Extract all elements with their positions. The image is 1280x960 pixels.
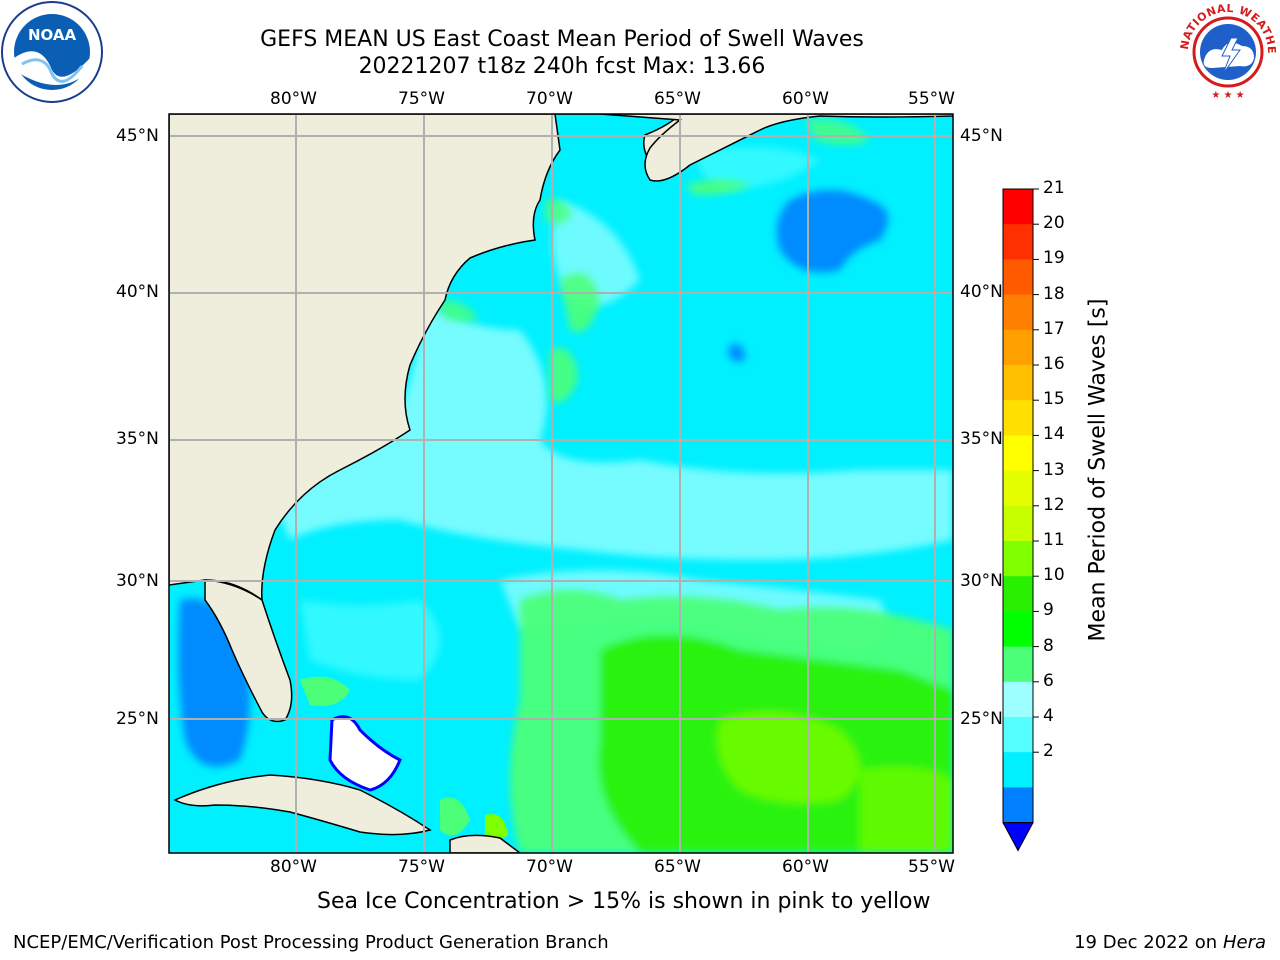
map-frame: [168, 113, 954, 854]
chart-title: GEFS MEAN US East Coast Mean Period of S…: [260, 27, 864, 52]
chart-subtitle: 20221207 t18z 240h fcst Max: 13.66: [358, 54, 766, 79]
graticule: [169, 114, 953, 853]
lon-label-bottom: 60°W: [782, 857, 829, 877]
lon-label-bottom: 65°W: [654, 857, 701, 877]
date-stamp: 19 Dec 2022 on Hera: [1074, 932, 1266, 953]
colorbar-segment: [1003, 681, 1033, 718]
colorbar: [1002, 188, 1039, 852]
colorbar-segment: [1003, 752, 1033, 788]
lon-label-top: 70°W: [526, 89, 573, 109]
nws-logo: NATIONAL WEATHER SERVICE ★ ★ ★: [1176, 0, 1278, 102]
colorbar-tick-label: 16: [1043, 354, 1065, 374]
credit-text: NCEP/EMC/Verification Post Processing Pr…: [13, 932, 609, 953]
colorbar-tick-label: 12: [1043, 494, 1065, 515]
colorbar-segment: [1003, 541, 1033, 577]
lat-label-left: 45°N: [116, 126, 159, 146]
colorbar-segment: [1003, 505, 1033, 542]
lon-label-bottom: 80°W: [270, 857, 317, 877]
host-name: Hera: [1222, 932, 1266, 953]
colorbar-segment: [1003, 576, 1033, 612]
colorbar-tick-label: 8: [1043, 635, 1054, 656]
lon-label-top: 65°W: [654, 89, 701, 109]
lon-label-bottom: 75°W: [398, 857, 445, 877]
lat-label-left: 30°N: [116, 571, 159, 591]
colorbar-tick-label: 20: [1043, 213, 1065, 234]
noaa-logo: NOAA: [1, 1, 103, 103]
hispaniola-land: [449, 834, 522, 853]
lon-label-bottom: 70°W: [526, 857, 573, 877]
lon-label-bottom: 55°W: [908, 857, 955, 877]
colorbar-tick-label: 2: [1043, 741, 1054, 762]
colorbar-tick-label: 11: [1043, 530, 1065, 550]
lon-label-top: 55°W: [908, 89, 955, 109]
light-cyan-band: [260, 300, 953, 560]
lat-label-left: 25°N: [116, 709, 159, 729]
colorbar-segment: [1003, 646, 1033, 683]
bahamas-masked-area: [328, 715, 402, 792]
colorbar-tick-label: 21: [1043, 178, 1065, 198]
sea-ice-note: Sea Ice Concentration > 15% is shown in …: [317, 889, 931, 914]
lat-label-right: 30°N: [960, 571, 1003, 591]
date-text: 19 Dec 2022 on: [1074, 932, 1218, 953]
lat-label-left: 35°N: [116, 429, 159, 449]
low-period-region: [776, 190, 888, 273]
lat-label-right: 40°N: [960, 282, 1003, 302]
colorbar-segment: [1003, 435, 1033, 472]
colorbar-segment: [1003, 717, 1033, 753]
colorbar-segment: [1003, 189, 1033, 225]
lon-label-top: 80°W: [270, 89, 317, 109]
colorbar-tick-label: 13: [1043, 459, 1065, 480]
colorbar-tick-label: 6: [1043, 670, 1054, 691]
lon-label-top: 60°W: [782, 89, 829, 109]
colorbar-segment: [1003, 400, 1033, 436]
colorbar-segment: [1003, 470, 1033, 507]
colorbar-segment: [1003, 787, 1033, 824]
colorbar-tick-label: 15: [1043, 389, 1065, 410]
colorbar-segment: [1003, 365, 1033, 401]
colorbar-tick-label: 19: [1043, 248, 1065, 269]
colorbar-tick-label: 4: [1043, 706, 1054, 726]
lat-label-right: 25°N: [960, 709, 1003, 729]
noaa-logo-text: NOAA: [28, 26, 77, 44]
colorbar-tick-label: 14: [1043, 424, 1065, 445]
colorbar-tick-label: 18: [1043, 283, 1065, 304]
colorbar-segment: [1003, 224, 1033, 260]
lat-label-right: 35°N: [960, 429, 1003, 449]
svg-text:★ ★ ★: ★ ★ ★: [1211, 90, 1244, 101]
colorbar-label: Mean Period of Swell Waves [s]: [1085, 298, 1111, 642]
cuba-land: [173, 774, 432, 836]
lat-label-left: 40°N: [116, 282, 159, 302]
colorbar-extend-triangle: [1002, 822, 1034, 852]
colorbar-segment: [1003, 259, 1033, 296]
colorbar-tick-label: 10: [1043, 565, 1065, 586]
maritimes-land: [599, 114, 953, 182]
lon-label-top: 75°W: [398, 89, 445, 109]
colorbar-tick-label: 17: [1043, 318, 1065, 339]
colorbar-segment: [1003, 329, 1033, 366]
colorbar-tick-label: 9: [1043, 600, 1054, 621]
colorbar-segment: [1003, 611, 1033, 648]
colorbar-segment: [1003, 294, 1033, 331]
lat-label-right: 45°N: [960, 126, 1003, 146]
